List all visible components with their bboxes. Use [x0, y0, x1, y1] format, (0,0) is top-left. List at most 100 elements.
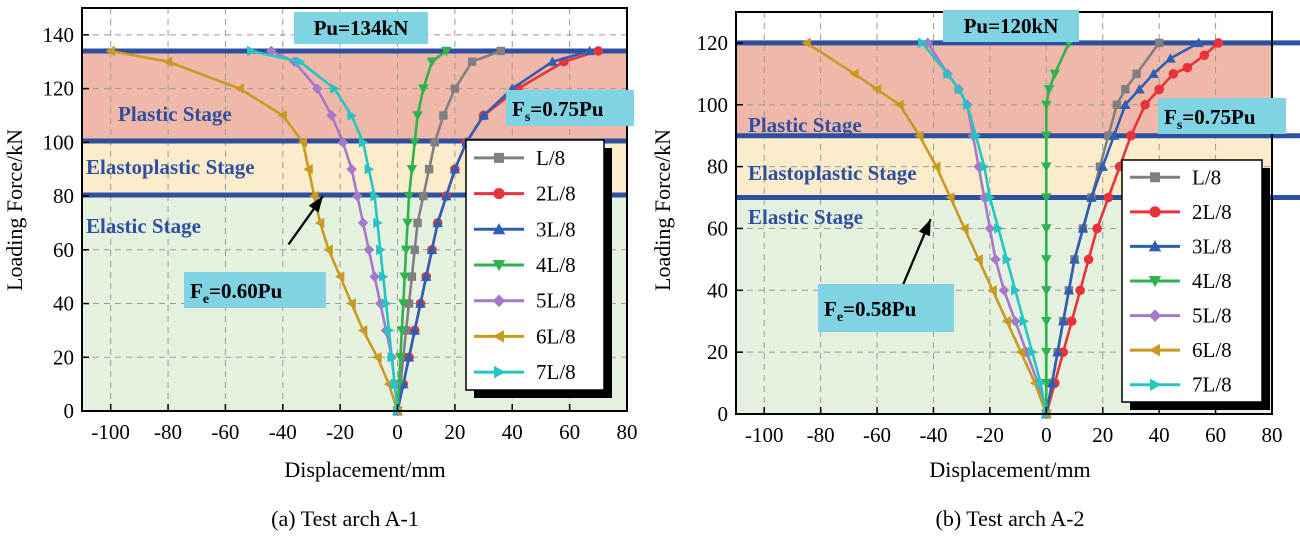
panel-a-series-7l-8-point: [390, 378, 400, 390]
panel-b-series-7l-8-point: [954, 84, 965, 95]
panel-a-series-l-8-point: [450, 84, 460, 93]
panel-a-series-4l-8-point: [396, 326, 408, 336]
panel-a-pu-box: [294, 12, 428, 44]
panel-b-elastic-stage-label: Elastic Stage: [748, 205, 863, 229]
panel-a-legend-2l-8-marker: [493, 187, 505, 200]
panel-b-series-5l-8-point: [984, 223, 996, 234]
panel-a-pu-label: Pu=134kN: [314, 16, 409, 40]
panel-a-series-6l-8-point: [323, 244, 333, 256]
panel-b-legend-7l-8-marker: [1150, 378, 1162, 391]
panel-a-xtick-label: -100: [91, 420, 130, 444]
panel-a-xtick-label: 0: [392, 420, 403, 444]
panel-b-series-3l-8-point: [1120, 99, 1131, 109]
panel-b-series-6l-8-point: [973, 254, 983, 265]
panel-a-series-7l-8-point: [295, 56, 306, 67]
panel-b-series-5l-8-point: [1010, 315, 1021, 327]
panel-b-plastic-stage-label: Plastic Stage: [748, 113, 862, 137]
panel-a-series-l-8-point: [430, 138, 440, 147]
panel-b-series-7l-8-point: [1028, 346, 1038, 358]
panel-a-legend-2l-8-label: 2L/8: [536, 182, 576, 206]
panel-b-legend: L/8 2L/8 3L/8 4L/8 5L/8 6L/8 7L/8: [1121, 159, 1270, 410]
panel-a-series-3l-8-point: [441, 190, 452, 201]
panel-b-series-4l-8-point: [1041, 224, 1052, 234]
panel-a-series-l-8-point: [439, 111, 448, 120]
panel-b-series-2l-8-point: [1199, 50, 1210, 61]
panel-b-legend-l-8-marker: [1150, 172, 1160, 183]
panel-b-series-2l-8-point: [1126, 130, 1136, 141]
panel-b-xlabel: Displacement/mm: [929, 457, 1090, 482]
panel-b-series-4l-8-point: [1041, 378, 1052, 389]
panel-a-series-5l-8-point: [369, 271, 380, 282]
panel-a-ytick-label: 100: [43, 130, 75, 154]
panel-b-legend-5l-8-label: 5L/8: [1192, 304, 1232, 328]
panel-a-series-l-8-point: [413, 218, 422, 228]
panel-b-series-l-8-point: [1132, 69, 1141, 79]
panel-a-series-3l-8-point: [449, 163, 461, 174]
panel-a-ytick-label: 60: [53, 238, 74, 262]
panel-a-legend-3l-8-label: 3L/8: [536, 217, 576, 241]
panel-a-series-4l-8-point: [412, 111, 423, 121]
panel-b-series-4l-8-point: [1041, 131, 1052, 141]
panel-a-series-7l-8-point: [364, 163, 375, 175]
panel-a-series-2l-8-point: [593, 46, 604, 56]
panel-a-xtick-label: 80: [617, 420, 638, 444]
panel-b-series-2l-8-point: [1066, 316, 1077, 327]
panel-b-series-7l-8-point: [971, 130, 982, 141]
panel-b-legend-6l-8-marker: [1148, 343, 1160, 357]
panel-b-ytick-label: 80: [707, 155, 728, 179]
panel-b-series-4l-8-point: [1041, 317, 1052, 327]
panel-b-xtick-label: -100: [745, 423, 784, 447]
panel-a-ytick-label: 140: [43, 23, 75, 47]
panel-a-legend-6l-8-marker: [492, 330, 504, 343]
panel-a-series-4l-8-point: [400, 245, 412, 256]
panel-b-series-7l-8-point: [980, 161, 990, 172]
panel-a-legend-l-8-marker: [494, 152, 504, 163]
panel-a-series-7l-8-point: [376, 244, 386, 256]
panel-b-series-7l-8-point: [943, 68, 953, 80]
panel-b-series-5l-8-point: [990, 254, 1001, 265]
panel-b-series-2l-8-point: [1154, 84, 1164, 95]
panel-b-series-7l-8-point: [985, 192, 996, 203]
panel-b-series-3l-8-point: [1108, 130, 1120, 140]
panel-b-series-2l-8-point: [1182, 62, 1193, 73]
panel-a-fe-arrow-head: [308, 196, 323, 213]
panel-b-xtick-label: 40: [1149, 423, 1170, 447]
panel-a-fs-label: Fs=0.75Pu: [512, 97, 604, 125]
panel-b-legend-3l-8-label: 3L/8: [1192, 234, 1232, 258]
panel-b-series-6l-8-point: [849, 68, 859, 80]
panel-a-series-4l-8-point: [398, 299, 409, 309]
panel-b-series-6l-8-point: [945, 192, 955, 203]
panel-b-legend-6l-8-label: 6L/8: [1192, 338, 1232, 362]
panel-b-series-4l-8-point: [1041, 193, 1052, 203]
panel-a-series-l-8-point: [401, 326, 411, 335]
panel-a-series-4l-8-point: [403, 191, 415, 202]
panel-b-series-4l-8-point: [1041, 347, 1052, 358]
panel-b-series-6l-8-point: [871, 84, 882, 95]
panel-a-legend-5l-8-label: 5L/8: [536, 289, 576, 313]
panel-a-series-7l-8-point: [358, 137, 369, 148]
panel-a-series-6l-8-point: [303, 163, 313, 175]
panel-a-series-3l-8-point: [409, 325, 420, 335]
panel-b-series-l-8-point: [1154, 38, 1164, 48]
panel-b-legend-3l-8-marker: [1148, 240, 1162, 252]
panel-b-xtick-label: 80: [1262, 423, 1283, 447]
panel-b-xtick-label: 60: [1205, 423, 1226, 447]
panel-a-series-l-8-point: [404, 299, 414, 308]
panel-b-xtick-label: -60: [863, 423, 891, 447]
panel-b-ytick-label: 40: [707, 278, 728, 302]
panel-b-ytick-label: 100: [697, 93, 729, 117]
panel-a-series-4l-8-point: [426, 57, 438, 67]
panel-b-series-6l-8-point: [931, 161, 941, 172]
panel-a-legend-3l-8-marker: [492, 223, 506, 235]
panel-a-series-4l-8-point: [409, 138, 420, 148]
panel-a-series-7l-8-point: [373, 217, 383, 229]
panel-b-series-5l-8-point: [998, 285, 1010, 296]
panel-b-fe-label: Fe=0.58Pu: [824, 297, 917, 325]
panel-a-series-4l-8-point: [406, 165, 418, 175]
panel-b-series-3l-8-point: [1077, 223, 1089, 233]
panel-a-series-3l-8-point: [432, 217, 443, 228]
panel-b-series-6l-8-point: [987, 285, 997, 296]
panel-b-series-7l-8-point: [1019, 315, 1029, 327]
panel-a-series-l-8-point: [407, 272, 417, 281]
